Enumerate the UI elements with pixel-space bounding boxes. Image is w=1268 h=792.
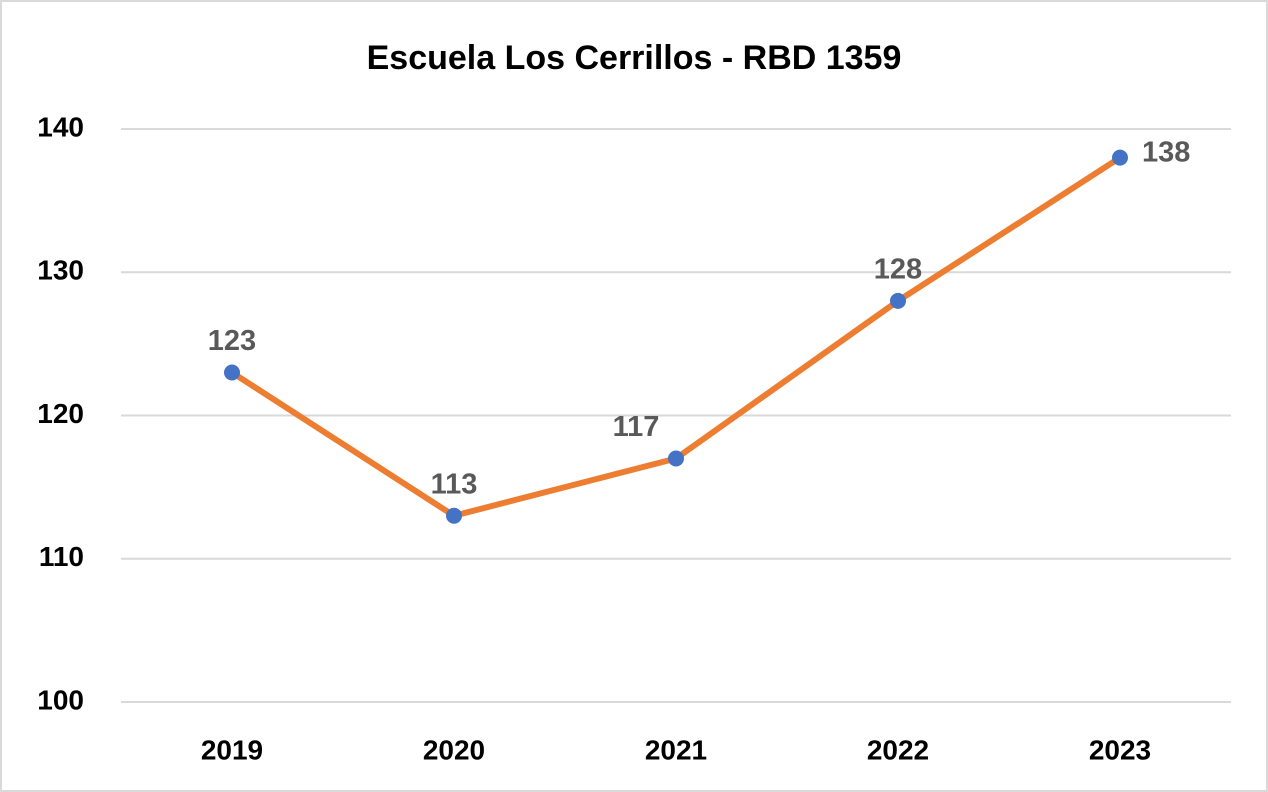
chart-title: Escuela Los Cerrillos - RBD 1359 (367, 39, 902, 77)
y-tick-label: 100 (37, 684, 84, 715)
marker (890, 292, 906, 309)
data-label: 128 (874, 254, 922, 286)
data-label: 123 (208, 325, 256, 357)
y-tick-label: 110 (39, 541, 84, 572)
y-tick-label: 130 (37, 255, 84, 286)
x-tick-label: 2022 (867, 734, 929, 765)
x-tick-label: 2021 (645, 734, 707, 765)
data-label: 138 (1142, 136, 1190, 168)
data-label: 117 (613, 411, 660, 443)
marker (224, 364, 240, 381)
marker (668, 450, 684, 467)
x-tick-label: 2023 (1089, 734, 1151, 765)
data-label: 113 (431, 468, 478, 500)
x-tick-label: 2019 (201, 734, 263, 765)
marker (1112, 149, 1128, 166)
x-tick-label: 2020 (423, 734, 485, 765)
y-tick-label: 120 (37, 398, 84, 429)
y-tick-label: 140 (37, 111, 84, 142)
marker (446, 507, 462, 524)
